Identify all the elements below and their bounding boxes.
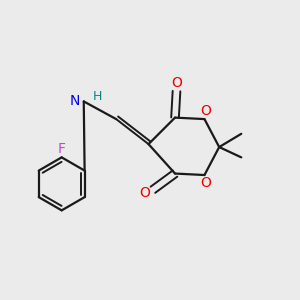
- Text: O: O: [139, 186, 150, 200]
- Text: F: F: [58, 142, 66, 155]
- Text: O: O: [200, 176, 211, 190]
- Text: O: O: [200, 104, 211, 118]
- Text: N: N: [70, 94, 80, 108]
- Text: O: O: [171, 76, 182, 90]
- Text: H: H: [93, 90, 103, 103]
